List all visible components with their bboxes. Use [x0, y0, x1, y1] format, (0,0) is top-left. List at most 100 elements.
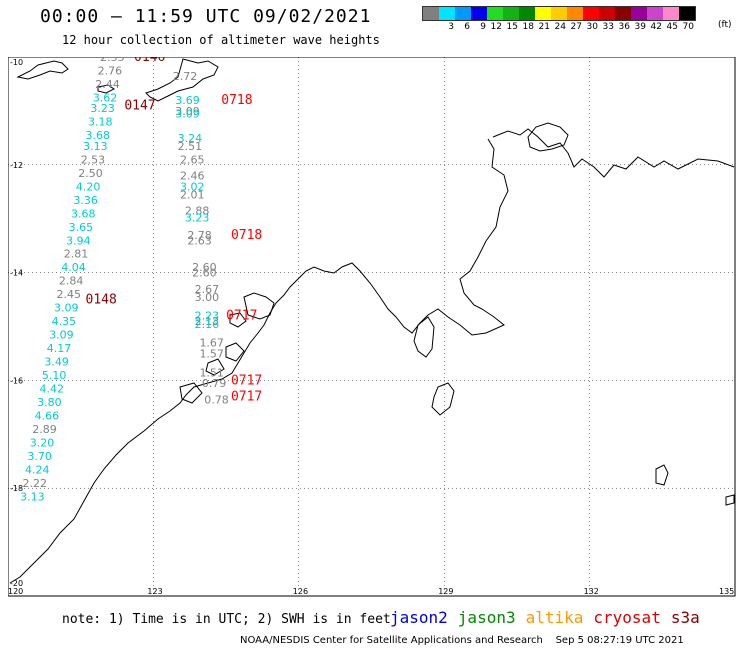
legend-swatch — [423, 7, 439, 20]
wave-height-label: 3.49 — [44, 356, 69, 369]
wave-height-label: 3.02 — [180, 180, 205, 193]
credit-text: NOAA/NESDIS Center for Satellite Applica… — [240, 635, 543, 646]
wave-height-label: 3.00 — [195, 291, 220, 304]
wave-height-label: 2.44 — [95, 78, 120, 91]
legend-label: 39 — [634, 22, 646, 32]
legend-label: 27 — [570, 22, 582, 32]
wave-height-label: 2.81 — [64, 248, 88, 261]
wave-height-label: 4.42 — [40, 382, 65, 395]
legend-label: 24 — [554, 22, 566, 32]
legend-swatch — [551, 7, 567, 20]
wave-height-label: 1.57 — [199, 347, 224, 360]
wave-height-label: 1.67 — [199, 337, 224, 350]
wave-height-label: 2.67 — [195, 283, 220, 296]
wave-height-label: 3.80 — [37, 396, 62, 409]
wave-height-label: 2.51 — [178, 140, 203, 153]
legend-color-bar — [422, 6, 696, 21]
legend-swatch — [631, 7, 647, 20]
legend-swatch — [679, 7, 695, 20]
wave-height-label: 4.04 — [61, 261, 86, 274]
wave-height-label: 2.84 — [59, 275, 84, 288]
lat-tick-label: -14 — [10, 269, 23, 278]
wave-height-label: 3.24 — [178, 132, 203, 145]
satellite-legend: jason2 jason3 altika cryosat s3a — [390, 608, 710, 627]
legend-label: 70 — [682, 22, 694, 32]
map-subtitle: 12 hour collection of altimeter wave hei… — [62, 33, 380, 47]
wave-height-label: 3.94 — [66, 234, 91, 247]
wave-height-label: 4.35 — [52, 315, 76, 328]
wave-height-label: 3.09 — [175, 105, 200, 118]
legend-swatch — [599, 7, 615, 20]
legend-label: 21 — [538, 22, 550, 32]
wave-height-label: 2.72 — [173, 70, 198, 83]
legend-swatch — [455, 7, 471, 20]
wave-height-label: 5.10 — [42, 369, 67, 382]
wave-height-label: 3.36 — [73, 194, 98, 207]
pass-time-label: 0148 — [86, 293, 117, 308]
wave-height-label: 3.65 — [69, 221, 94, 234]
wave-height-label: 3.09 — [175, 108, 200, 121]
wave-height-label: 2.60 — [192, 267, 217, 280]
legend-label-spacer — [422, 22, 438, 32]
wave-height-label: 3.23 — [90, 102, 115, 115]
legend-label: 33 — [602, 22, 614, 32]
wave-height-label: 4.24 — [25, 463, 50, 476]
wave-height-label: 3.18 — [88, 116, 113, 129]
lat-tick-label: -16 — [10, 376, 23, 385]
wave-height-label: 0.79 — [202, 377, 227, 390]
satellite-jason3: jason3 — [457, 608, 516, 627]
wave-height-label: 3.69 — [175, 94, 200, 107]
lat-tick-label: -20 — [10, 579, 23, 588]
generation-timestamp: Sep 5 08:27:19 UTC 2021 — [555, 635, 684, 646]
wave-height-label: 2.65 — [180, 153, 205, 166]
lon-tick-label: 120 — [8, 587, 23, 596]
wave-height-label: 3.13 — [20, 490, 45, 503]
lon-tick-label: 129 — [438, 587, 453, 596]
legend-swatch — [471, 7, 487, 20]
wave-height-label: 3.70 — [27, 450, 51, 463]
wave-height-label: 2.60 — [192, 261, 217, 274]
coastline — [9, 58, 735, 584]
wave-height-label: 4.20 — [76, 180, 101, 193]
observation-labels: 2.552.762.443.623.233.183.683.132.532.50… — [20, 57, 229, 503]
wave-height-label: 2.76 — [98, 64, 123, 77]
legend-swatch — [647, 7, 663, 20]
wave-height-label: 2.55 — [100, 57, 125, 64]
legend-swatch — [663, 7, 679, 20]
lon-tick-label: 135 — [719, 587, 734, 596]
wave-height-label: 2.46 — [180, 170, 205, 183]
pass-time-label: 0717 — [231, 390, 262, 405]
legend-label: 3 — [448, 22, 454, 32]
legend-label: 12 — [490, 22, 502, 32]
wave-height-label: 2.78 — [187, 229, 212, 242]
wave-height-label: 2.89 — [32, 423, 57, 436]
wave-height-label: 2.13 — [195, 315, 220, 328]
wave-height-label: 3.68 — [86, 129, 111, 142]
legend-label: 9 — [480, 22, 486, 32]
lat-tick-label: -10 — [10, 58, 23, 67]
wave-height-label: 4.66 — [35, 409, 60, 422]
wave-height-label: 2.53 — [81, 153, 106, 166]
map-frame — [8, 57, 736, 597]
pass-time-label: 0717 — [226, 309, 257, 324]
legend-label: 6 — [464, 22, 470, 32]
wave-height-map: 120 123 126 129 132 135 -10 -12 -14 -16 -18 -20 2.5… — [8, 57, 736, 597]
wave-height-label: 3.13 — [83, 140, 108, 153]
footer-credit: NOAA/NESDIS Center for Satellite Applica… — [240, 635, 684, 646]
legend-label: 36 — [618, 22, 630, 32]
footnote: note: 1) Time is in UTC; 2) SWH is in fe… — [62, 612, 391, 627]
wave-height-label: 3.68 — [71, 207, 96, 220]
wave-height-label: 3.09 — [54, 302, 79, 315]
lat-tick-label: -18 — [10, 484, 23, 493]
legend-labels: 3 6 9 12 15 18 21 24 27 30 33 36 39 42 45 70 — [422, 22, 696, 32]
legend-label: 42 — [650, 22, 662, 32]
lon-tick-label: 132 — [584, 587, 599, 596]
pass-time-labels: 0146 0147 0148 0718 0718 0717 0717 0717 — [86, 57, 263, 405]
pass-time-label: 0718 — [221, 93, 252, 108]
wave-height-label: 2.23 — [195, 310, 220, 323]
wave-height-label: 3.23 — [185, 212, 210, 225]
wave-height-label: 2.45 — [56, 288, 81, 301]
wave-height-label: 0.78 — [204, 393, 229, 406]
legend-swatch — [503, 7, 519, 20]
wave-height-label: 2.63 — [187, 234, 212, 247]
